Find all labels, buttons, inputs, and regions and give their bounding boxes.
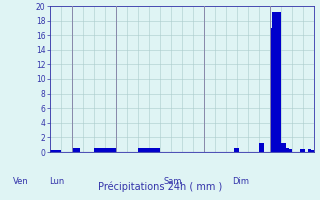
Bar: [311, 150, 314, 152]
Bar: [278, 12, 281, 152]
Text: Ven: Ven: [13, 177, 28, 186]
Bar: [93, 148, 96, 152]
Bar: [107, 148, 110, 152]
Bar: [138, 148, 140, 152]
Bar: [157, 148, 160, 152]
Bar: [283, 143, 286, 152]
Bar: [272, 12, 275, 152]
Bar: [270, 28, 272, 152]
Bar: [143, 148, 146, 152]
Text: Dim: Dim: [232, 177, 249, 186]
Bar: [102, 148, 105, 152]
Bar: [77, 148, 80, 152]
Bar: [110, 148, 113, 152]
Bar: [300, 149, 303, 152]
Bar: [50, 150, 52, 152]
Bar: [236, 148, 239, 152]
Bar: [308, 149, 311, 152]
Bar: [52, 150, 55, 152]
Text: Sam: Sam: [163, 177, 182, 186]
Bar: [286, 148, 289, 152]
Bar: [96, 148, 99, 152]
Bar: [303, 149, 305, 152]
Bar: [148, 148, 151, 152]
Bar: [289, 149, 292, 152]
Text: Précipitations 24h ( mm ): Précipitations 24h ( mm ): [98, 182, 222, 192]
Bar: [281, 143, 283, 152]
Text: Lun: Lun: [50, 177, 65, 186]
Bar: [234, 148, 236, 152]
Bar: [275, 12, 278, 152]
Bar: [55, 150, 58, 152]
Bar: [58, 150, 60, 152]
Bar: [113, 148, 116, 152]
Bar: [154, 148, 157, 152]
Bar: [140, 148, 143, 152]
Bar: [151, 148, 154, 152]
Bar: [72, 148, 74, 152]
Bar: [74, 148, 77, 152]
Bar: [146, 148, 148, 152]
Bar: [99, 148, 102, 152]
Bar: [259, 143, 261, 152]
Bar: [105, 148, 107, 152]
Bar: [261, 143, 264, 152]
